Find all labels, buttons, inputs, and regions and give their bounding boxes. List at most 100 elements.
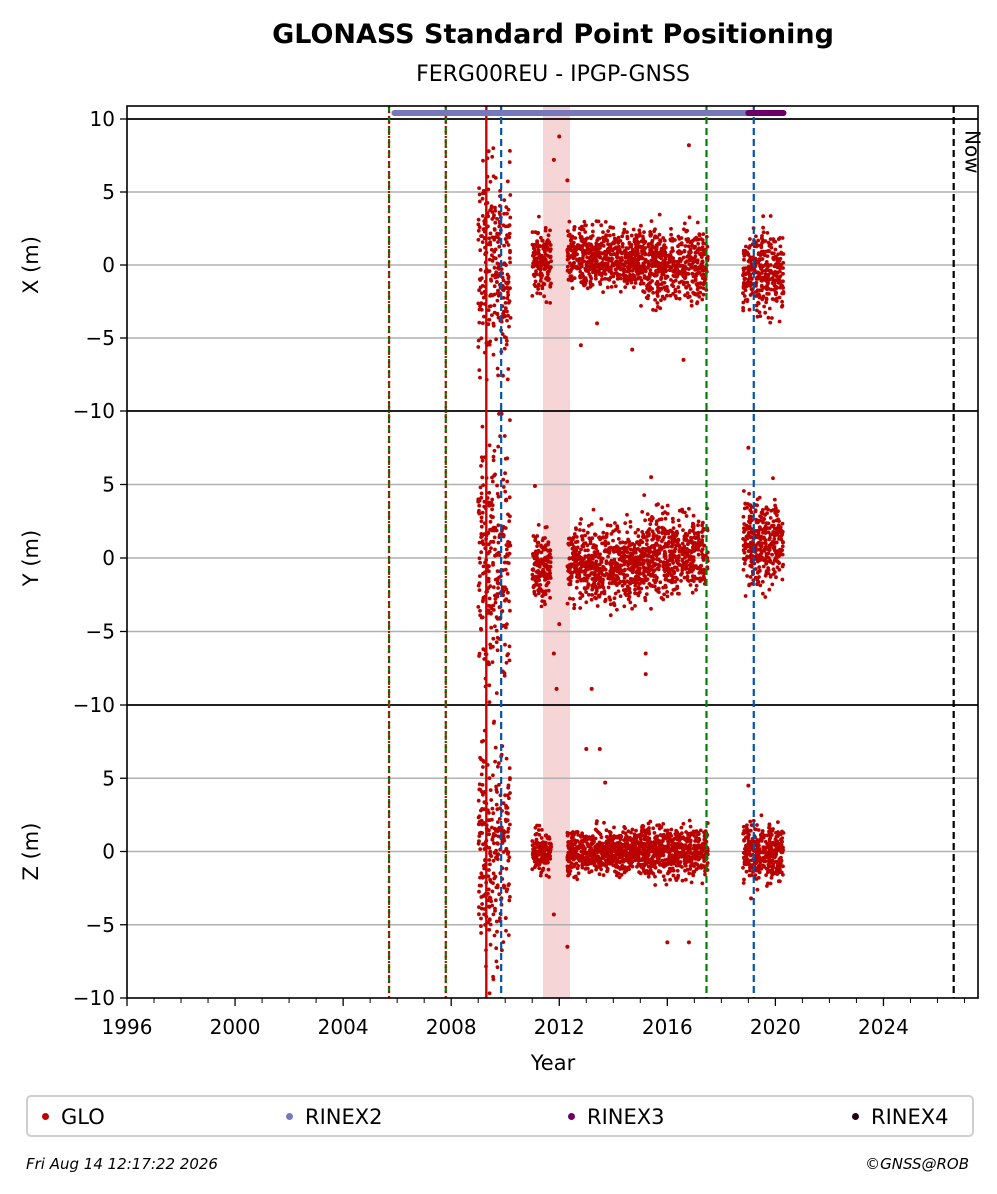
- data-point: [530, 572, 535, 577]
- data-point: [623, 591, 628, 596]
- data-point: [572, 532, 577, 536]
- data-point: [481, 295, 486, 300]
- data-point: [637, 228, 642, 233]
- data-point: [530, 294, 535, 298]
- data-point: [701, 574, 706, 579]
- data-point: [687, 283, 691, 288]
- data-point: [594, 242, 599, 246]
- data-point: [611, 566, 616, 571]
- data-point: [665, 274, 670, 279]
- data-point: [481, 564, 486, 569]
- data-point: [602, 589, 607, 594]
- data-point: [494, 553, 499, 557]
- outlier-point: [595, 321, 600, 326]
- data-point: [670, 236, 675, 241]
- data-point: [628, 600, 633, 605]
- data-point: [565, 249, 570, 253]
- data-point: [769, 541, 774, 546]
- data-point: [695, 287, 700, 292]
- data-point: [508, 260, 512, 265]
- data-point: [703, 277, 708, 281]
- data-point: [495, 929, 499, 934]
- data-point: [637, 590, 642, 595]
- data-point: [646, 293, 651, 298]
- data-point: [486, 887, 491, 892]
- data-point: [636, 534, 641, 539]
- data-point: [494, 946, 499, 951]
- data-point: [614, 544, 619, 549]
- data-point: [623, 285, 628, 289]
- data-point: [611, 843, 616, 847]
- outlier-point: [643, 651, 648, 656]
- data-point: [656, 265, 661, 270]
- data-point: [620, 234, 625, 239]
- data-point: [546, 261, 551, 265]
- data-point: [779, 251, 784, 256]
- data-point: [603, 548, 608, 552]
- data-point: [496, 523, 501, 528]
- data-point: [668, 553, 673, 558]
- data-point: [618, 571, 623, 576]
- data-point: [535, 239, 539, 244]
- data-point: [649, 583, 653, 588]
- data-point: [628, 543, 633, 547]
- data-point: [609, 285, 614, 289]
- data-point: [591, 557, 595, 561]
- data-point: [568, 274, 573, 279]
- data-point: [568, 596, 572, 601]
- data-point: [544, 841, 548, 845]
- data-point: [672, 554, 676, 559]
- data-point: [538, 583, 543, 587]
- data-point: [610, 839, 615, 843]
- data-point: [537, 252, 541, 256]
- data-point: [580, 839, 585, 844]
- data-point: [688, 247, 693, 252]
- data-point: [683, 510, 687, 515]
- data-point: [476, 301, 481, 306]
- data-point: [628, 524, 633, 529]
- data-point: [537, 565, 542, 569]
- data-point: [568, 579, 573, 583]
- data-point: [542, 259, 547, 263]
- data-point: [508, 822, 512, 827]
- data-point: [496, 444, 501, 449]
- data-point: [781, 271, 785, 276]
- data-point: [649, 246, 654, 251]
- data-point: [663, 245, 668, 250]
- data-point: [778, 285, 782, 290]
- data-point: [477, 814, 482, 819]
- data-point: [479, 871, 484, 876]
- data-point: [495, 635, 500, 640]
- outlier-point: [746, 445, 751, 450]
- data-point: [768, 277, 772, 282]
- data-point: [758, 568, 762, 573]
- data-point: [693, 244, 697, 249]
- data-point: [700, 530, 704, 534]
- data-point: [540, 846, 544, 850]
- data-point: [607, 573, 611, 578]
- data-point: [652, 543, 657, 548]
- data-point: [666, 260, 671, 265]
- data-point: [569, 263, 574, 268]
- data-point: [764, 300, 768, 305]
- data-point: [588, 281, 593, 286]
- data-point: [548, 243, 553, 247]
- data-point: [487, 490, 492, 495]
- data-point: [691, 529, 695, 533]
- data-point: [644, 542, 649, 547]
- data-point: [617, 529, 621, 534]
- data-point: [572, 606, 576, 611]
- data-point: [586, 592, 591, 597]
- data-point: [597, 254, 601, 258]
- data-point: [493, 624, 497, 629]
- data-point: [572, 602, 577, 607]
- data-point: [603, 220, 608, 224]
- data-point: [507, 519, 512, 523]
- data-point: [592, 582, 597, 587]
- data-point: [481, 842, 485, 847]
- data-point: [487, 269, 492, 273]
- data-point: [586, 553, 591, 558]
- data-point: [606, 549, 611, 554]
- data-point: [605, 285, 610, 290]
- data-point: [543, 589, 548, 593]
